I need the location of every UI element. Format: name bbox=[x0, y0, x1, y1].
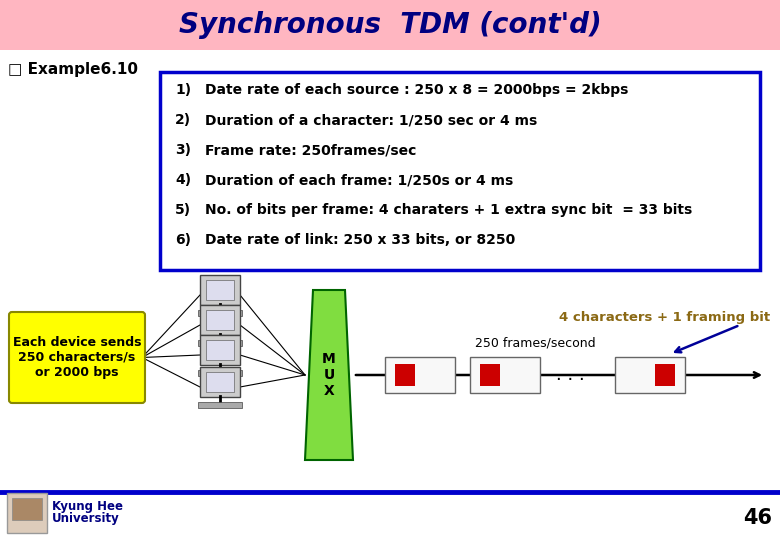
Text: 3): 3) bbox=[175, 143, 191, 157]
Text: Synchronous  TDM (cont'd): Synchronous TDM (cont'd) bbox=[179, 11, 601, 39]
FancyBboxPatch shape bbox=[7, 493, 47, 533]
Bar bbox=[395, 364, 415, 386]
Bar bbox=[198, 340, 242, 346]
Text: 1): 1) bbox=[175, 83, 191, 97]
Text: □ Example6.10: □ Example6.10 bbox=[8, 62, 138, 77]
Bar bbox=[206, 372, 234, 392]
Bar bbox=[198, 370, 242, 376]
Bar bbox=[206, 310, 234, 330]
Text: 250 frames/second: 250 frames/second bbox=[475, 336, 595, 349]
Text: University: University bbox=[52, 512, 120, 525]
FancyBboxPatch shape bbox=[9, 312, 145, 403]
FancyBboxPatch shape bbox=[200, 335, 240, 365]
Bar bbox=[206, 340, 234, 360]
Text: Kyung Hee: Kyung Hee bbox=[52, 500, 123, 513]
Bar bbox=[655, 364, 675, 386]
Text: 4): 4) bbox=[175, 173, 191, 187]
Text: 4 characters + 1 framing bit: 4 characters + 1 framing bit bbox=[559, 310, 770, 323]
Polygon shape bbox=[305, 290, 353, 460]
Text: Date rate of link: 250 x 33 bits, or 8250: Date rate of link: 250 x 33 bits, or 825… bbox=[205, 233, 516, 247]
Bar bbox=[12, 498, 42, 520]
Text: 6): 6) bbox=[175, 233, 191, 247]
Text: No. of bits per frame: 4 charaters + 1 extra sync bit  = 33 bits: No. of bits per frame: 4 charaters + 1 e… bbox=[205, 203, 693, 217]
Bar bbox=[198, 310, 242, 316]
Bar bbox=[198, 402, 242, 408]
Bar bbox=[615, 357, 685, 393]
Text: Frame rate: 250frames/sec: Frame rate: 250frames/sec bbox=[205, 143, 417, 157]
Bar bbox=[470, 357, 540, 393]
Text: Duration of each frame: 1/250s or 4 ms: Duration of each frame: 1/250s or 4 ms bbox=[205, 173, 513, 187]
FancyBboxPatch shape bbox=[200, 275, 240, 305]
Bar bbox=[0, 0, 780, 50]
FancyBboxPatch shape bbox=[200, 367, 240, 397]
Bar bbox=[160, 72, 760, 270]
Bar bbox=[480, 364, 500, 386]
FancyBboxPatch shape bbox=[200, 305, 240, 335]
Text: Each device sends
250 characters/s
or 2000 bps: Each device sends 250 characters/s or 20… bbox=[12, 336, 141, 379]
Text: . . .: . . . bbox=[555, 366, 584, 384]
Bar bbox=[206, 280, 234, 300]
Text: 2): 2) bbox=[175, 113, 191, 127]
Text: 46: 46 bbox=[743, 508, 772, 528]
Text: Date rate of each source : 250 x 8 = 2000bps = 2kbps: Date rate of each source : 250 x 8 = 200… bbox=[205, 83, 629, 97]
Text: M
U
X: M U X bbox=[322, 352, 336, 398]
Text: 5): 5) bbox=[175, 203, 191, 217]
Bar bbox=[385, 357, 455, 393]
Text: Duration of a character: 1/250 sec or 4 ms: Duration of a character: 1/250 sec or 4 … bbox=[205, 113, 537, 127]
